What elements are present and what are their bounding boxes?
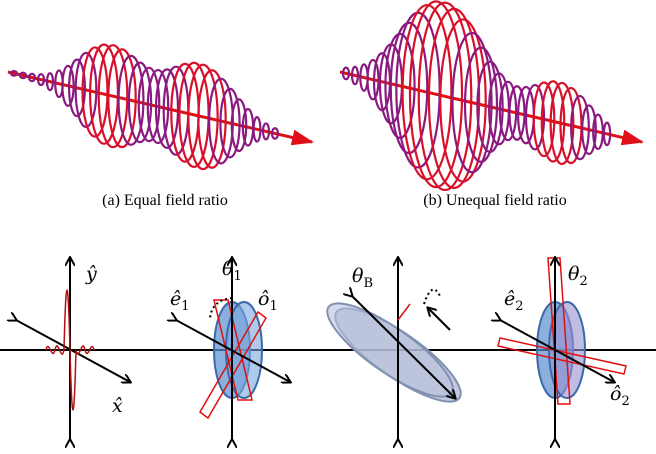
figure: (a) Equal field ratio (b) Unequal field … — [0, 0, 656, 449]
label: θ2 — [568, 263, 588, 289]
label: x̂ — [112, 395, 123, 417]
label-base: ô — [258, 288, 269, 310]
label: ê1 — [170, 288, 190, 314]
label-base: x̂ — [112, 395, 123, 417]
label: ê2 — [504, 288, 524, 314]
label: ô2 — [610, 383, 630, 409]
optics-diagram — [0, 258, 656, 440]
label-subscript: 1 — [269, 299, 277, 314]
caption: (a) Equal field ratio — [102, 192, 228, 209]
label-base: ê — [504, 288, 515, 310]
label: θB — [352, 265, 373, 291]
label-subscript: 2 — [579, 274, 587, 289]
label-base: θ — [568, 263, 580, 285]
label-base: θ — [352, 265, 364, 287]
label-subscript: 1 — [233, 269, 241, 284]
label: ŷ — [85, 263, 97, 285]
label: ô1 — [258, 288, 278, 314]
label-subscript: B — [363, 276, 373, 291]
label-subscript: 2 — [621, 394, 629, 409]
label-base: ô — [610, 383, 621, 405]
label-base: ê — [170, 288, 181, 310]
label-subscript: 2 — [515, 299, 523, 314]
label-subscript: 1 — [181, 299, 189, 314]
helix-plots — [8, 1, 642, 190]
label-base: ŷ — [85, 263, 97, 285]
caption: (b) Unequal field ratio — [423, 192, 567, 209]
label-base: θ — [222, 258, 234, 280]
